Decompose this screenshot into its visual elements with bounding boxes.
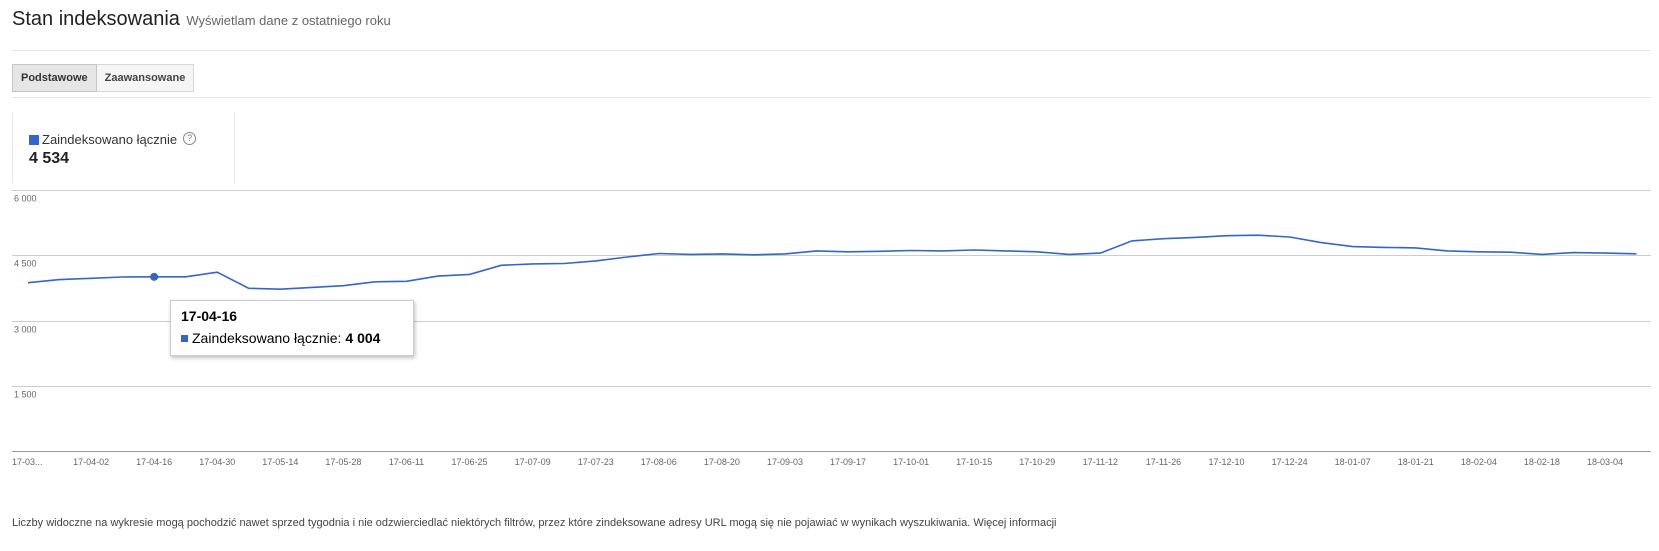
x-tick-label: 17-12-10 xyxy=(1209,457,1245,467)
series-line xyxy=(27,234,1637,291)
footer-text: Liczby widoczne na wykresie mogą pochodz… xyxy=(12,517,971,529)
metric-legend: Zaindeksowano łącznie ? xyxy=(29,131,197,147)
metric-label: Zaindeksowano łącznie xyxy=(42,132,178,147)
tab-zaawansowane[interactable]: Zaawansowane xyxy=(96,64,195,92)
x-tick-label: 18-02-18 xyxy=(1524,457,1560,467)
x-tick-label: 17-09-17 xyxy=(830,457,866,467)
more-info-link[interactable]: Więcej informacji xyxy=(973,517,1057,529)
y-tick-label: 1 500 xyxy=(14,390,37,400)
x-tick-label: 17-08-20 xyxy=(704,457,740,467)
chart-tooltip: 17-04-16 Zaindeksowano łącznie: 4 004 xyxy=(170,300,414,356)
metric-value: 4 534 xyxy=(29,150,70,167)
x-tick-label: 17-10-01 xyxy=(893,457,929,467)
indexing-chart: 1 500 3 000 4 500 6 000 17-03... 17-04-02 17-0… xyxy=(12,190,1651,467)
x-tick-label: 17-07-09 xyxy=(515,457,551,467)
help-icon[interactable]: ? xyxy=(183,131,197,145)
x-tick-label: 17-04-30 xyxy=(199,457,235,467)
x-tick-label: 17-11-26 xyxy=(1146,457,1181,467)
x-tick-label: 17-11-12 xyxy=(1083,457,1118,467)
footer-note: Liczby widoczne na wykresie mogą pochodz… xyxy=(12,517,1056,529)
view-tabs: Podstawowe Zaawansowane xyxy=(12,64,195,92)
x-tick-label: 17-05-14 xyxy=(262,457,298,467)
tooltip-date: 17-04-16 xyxy=(181,308,238,324)
tooltip-series-label: Zaindeksowano łącznie: xyxy=(192,330,342,346)
tooltip-row: Zaindeksowano łącznie: 4 004 xyxy=(181,330,403,346)
x-tick-label: 18-02-04 xyxy=(1461,457,1497,467)
y-tick-label: 3 000 xyxy=(14,325,37,335)
divider xyxy=(12,50,1651,51)
x-tick-label: 18-01-21 xyxy=(1398,457,1434,467)
tooltip-series-swatch xyxy=(181,334,188,342)
tooltip-value: 4 004 xyxy=(345,330,381,346)
x-tick-label: 18-03-04 xyxy=(1587,457,1623,467)
page-subtitle: Wyświetlam dane z ostatniego roku xyxy=(186,13,391,28)
metric-summary: Zaindeksowano łącznie ? 4 534 xyxy=(12,113,235,183)
page-header: Stan indeksowania Wyświetlam dane z osta… xyxy=(12,8,391,31)
x-tick-label: 17-03... xyxy=(12,457,43,467)
x-tick-label: 17-10-15 xyxy=(956,457,992,467)
highlighted-data-point[interactable] xyxy=(150,272,159,281)
x-tick-label: 17-04-16 xyxy=(136,457,172,467)
x-tick-label: 17-09-03 xyxy=(767,457,803,467)
x-tick-label: 17-05-28 xyxy=(325,457,361,467)
series-color-swatch xyxy=(29,134,39,145)
y-tick-label: 4 500 xyxy=(14,259,37,269)
page-title: Stan indeksowania xyxy=(12,8,180,30)
x-tick-label: 17-04-02 xyxy=(73,457,109,467)
x-tick-label: 18-01-07 xyxy=(1335,457,1371,467)
x-tick-label: 17-06-11 xyxy=(389,457,424,467)
y-tick-label: 6 000 xyxy=(14,194,37,204)
divider xyxy=(12,97,1651,98)
x-tick-label: 17-10-29 xyxy=(1019,457,1055,467)
x-tick-label: 17-07-23 xyxy=(578,457,614,467)
x-tick-label: 17-12-24 xyxy=(1272,457,1308,467)
x-tick-label: 17-06-25 xyxy=(452,457,488,467)
tab-podstawowe[interactable]: Podstawowe xyxy=(12,64,97,92)
x-tick-label: 17-08-06 xyxy=(641,457,677,467)
